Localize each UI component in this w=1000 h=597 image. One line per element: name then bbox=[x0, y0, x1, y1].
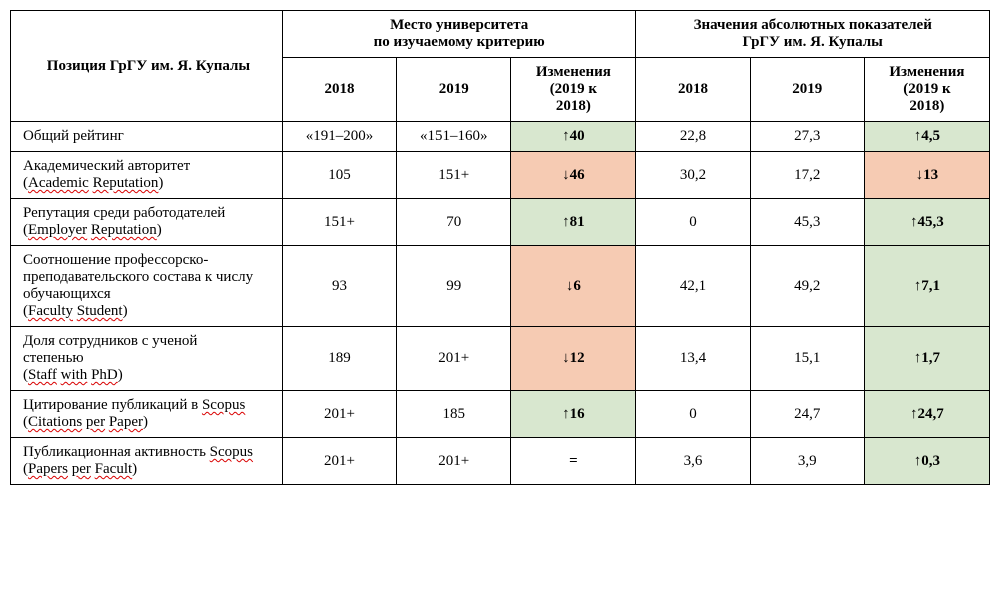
val-2019: 45,3 bbox=[750, 199, 864, 246]
table-row: Общий рейтинг«191–200»«151–160»↑4022,827… bbox=[11, 122, 990, 152]
rank-2019: 99 bbox=[397, 246, 511, 327]
val-2019: 17,2 bbox=[750, 152, 864, 199]
table-row: Доля сотрудников с ученойстепенью(Staff … bbox=[11, 327, 990, 391]
val-2018: 13,4 bbox=[636, 327, 750, 391]
header-group-values-line2: ГрГУ им. Я. Купалы bbox=[743, 34, 883, 50]
rank-2018: 151+ bbox=[282, 199, 396, 246]
row-label: Общий рейтинг bbox=[11, 122, 283, 152]
rank-2019: 201+ bbox=[397, 327, 511, 391]
val-change: ↑1,7 bbox=[864, 327, 989, 391]
val-2019: 15,1 bbox=[750, 327, 864, 391]
val-2018: 22,8 bbox=[636, 122, 750, 152]
val-2018: 0 bbox=[636, 199, 750, 246]
row-label: Репутация среди работодателей(Employer R… bbox=[11, 199, 283, 246]
val-change: ↑7,1 bbox=[864, 246, 989, 327]
header-group-rank: Место университета по изучаемому критери… bbox=[282, 11, 636, 58]
rank-2018: 201+ bbox=[282, 391, 396, 438]
rank-2018: «191–200» bbox=[282, 122, 396, 152]
val-2018: 0 bbox=[636, 391, 750, 438]
val-change: ↓13 bbox=[864, 152, 989, 199]
val-2019: 49,2 bbox=[750, 246, 864, 327]
val-2018: 42,1 bbox=[636, 246, 750, 327]
rank-2018: 201+ bbox=[282, 438, 396, 485]
ranking-table: Позиция ГрГУ им. Я. Купалы Место универс… bbox=[10, 10, 990, 485]
val-2019: 3,9 bbox=[750, 438, 864, 485]
rank-change: ↑16 bbox=[511, 391, 636, 438]
val-2019: 27,3 bbox=[750, 122, 864, 152]
val-2019: 24,7 bbox=[750, 391, 864, 438]
val-2018: 3,6 bbox=[636, 438, 750, 485]
rank-2019: 185 bbox=[397, 391, 511, 438]
table-row: Репутация среди работодателей(Employer R… bbox=[11, 199, 990, 246]
rank-2018: 93 bbox=[282, 246, 396, 327]
table-header: Позиция ГрГУ им. Я. Купалы Место универс… bbox=[11, 11, 990, 122]
table-row: Цитирование публикаций в Scopus(Citation… bbox=[11, 391, 990, 438]
header-group-values: Значения абсолютных показателей ГрГУ им.… bbox=[636, 11, 990, 58]
val-change: ↑0,3 bbox=[864, 438, 989, 485]
rank-2019: 151+ bbox=[397, 152, 511, 199]
rank-2019: 201+ bbox=[397, 438, 511, 485]
header-rank-2019: 2019 bbox=[397, 58, 511, 122]
rank-change: ↓6 bbox=[511, 246, 636, 327]
table-row: Соотношение профессорско-преподавательск… bbox=[11, 246, 990, 327]
rank-2018: 189 bbox=[282, 327, 396, 391]
row-label: Соотношение профессорско-преподавательск… bbox=[11, 246, 283, 327]
rank-change: ↓12 bbox=[511, 327, 636, 391]
rank-2019: 70 bbox=[397, 199, 511, 246]
table-row: Академический авторитет(Academic Reputat… bbox=[11, 152, 990, 199]
val-change: ↑45,3 bbox=[864, 199, 989, 246]
header-rank-change: Изменения (2019 к 2018) bbox=[511, 58, 636, 122]
rank-change: ↑81 bbox=[511, 199, 636, 246]
header-group-rank-line1: Место университета bbox=[390, 17, 528, 33]
header-row-label: Позиция ГрГУ им. Я. Купалы bbox=[11, 11, 283, 122]
rank-2018: 105 bbox=[282, 152, 396, 199]
rank-change: ↓46 bbox=[511, 152, 636, 199]
header-val-2019: 2019 bbox=[750, 58, 864, 122]
row-label: Цитирование публикаций в Scopus(Citation… bbox=[11, 391, 283, 438]
rank-change: ↑40 bbox=[511, 122, 636, 152]
rank-change: = bbox=[511, 438, 636, 485]
val-change: ↑4,5 bbox=[864, 122, 989, 152]
row-label: Академический авторитет(Academic Reputat… bbox=[11, 152, 283, 199]
rank-2019: «151–160» bbox=[397, 122, 511, 152]
table-body: Общий рейтинг«191–200»«151–160»↑4022,827… bbox=[11, 122, 990, 485]
row-label: Публикационная активность Scopus(Papers … bbox=[11, 438, 283, 485]
header-val-change: Изменения (2019 к 2018) bbox=[864, 58, 989, 122]
val-2018: 30,2 bbox=[636, 152, 750, 199]
header-rank-2018: 2018 bbox=[282, 58, 396, 122]
row-label: Доля сотрудников с ученойстепенью(Staff … bbox=[11, 327, 283, 391]
header-val-2018: 2018 bbox=[636, 58, 750, 122]
val-change: ↑24,7 bbox=[864, 391, 989, 438]
table-row: Публикационная активность Scopus(Papers … bbox=[11, 438, 990, 485]
header-group-rank-line2: по изучаемому критерию bbox=[374, 34, 545, 50]
header-group-values-line1: Значения абсолютных показателей bbox=[694, 17, 932, 33]
